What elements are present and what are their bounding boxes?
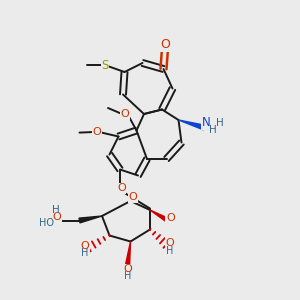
Text: H: H bbox=[209, 125, 217, 135]
Text: HO: HO bbox=[39, 218, 54, 229]
Polygon shape bbox=[79, 216, 102, 223]
Text: O: O bbox=[165, 238, 174, 248]
Text: O: O bbox=[93, 127, 102, 137]
Text: N: N bbox=[202, 116, 211, 130]
Polygon shape bbox=[125, 242, 130, 266]
Polygon shape bbox=[150, 210, 169, 222]
Text: H: H bbox=[124, 271, 131, 281]
Text: O: O bbox=[121, 109, 130, 119]
Text: O: O bbox=[80, 241, 89, 251]
Text: H: H bbox=[216, 118, 224, 128]
Text: O: O bbox=[128, 192, 137, 203]
Text: O: O bbox=[117, 183, 126, 194]
Text: O: O bbox=[166, 213, 175, 223]
Text: O: O bbox=[52, 212, 62, 222]
Text: O: O bbox=[123, 264, 132, 274]
Text: O: O bbox=[160, 38, 170, 51]
Polygon shape bbox=[178, 120, 205, 130]
Text: H: H bbox=[166, 245, 173, 256]
Text: H: H bbox=[52, 205, 59, 215]
Text: H: H bbox=[81, 248, 88, 259]
Text: S: S bbox=[101, 58, 109, 72]
